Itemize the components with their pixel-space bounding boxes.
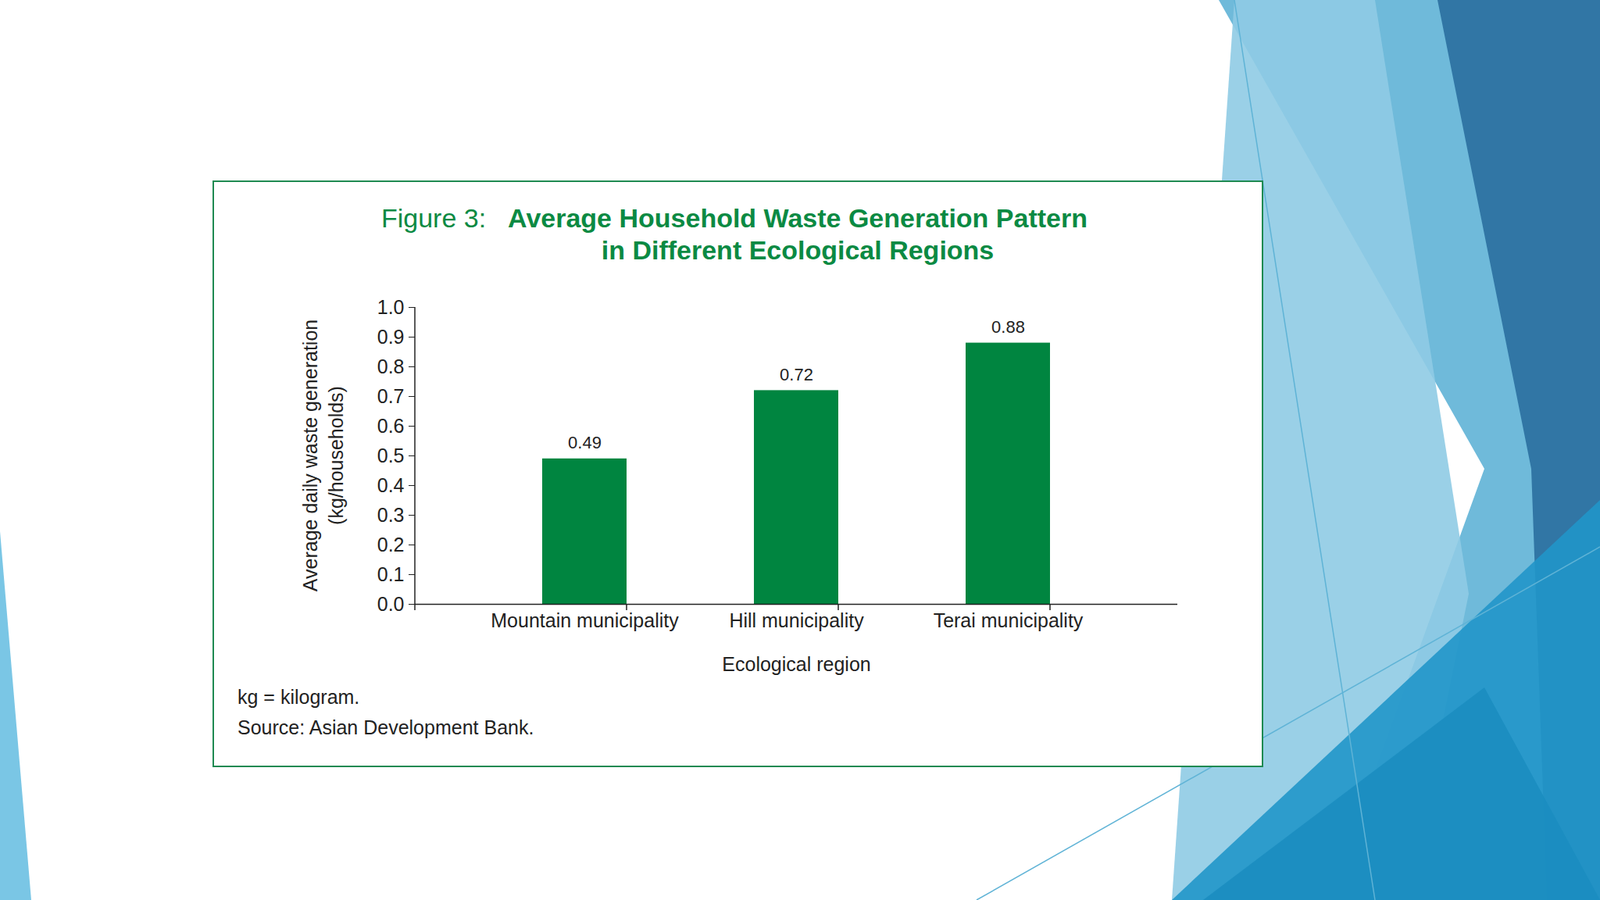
html-text:Source: Asian Development Bank: Source: Asian Development Bank. — [237, 716, 534, 739]
svg-text:0.1: 0.1 — [377, 563, 405, 586]
svg-text:0.0: 0.0 — [377, 592, 405, 615]
svg-text:Average daily waste generation: Average daily waste generation(kg/househ… — [299, 319, 347, 592]
svg-text:Hill municipality: Hill municipality — [728, 609, 865, 632]
svg-text:0.49: 0.49 — [567, 432, 602, 453]
svg-text:0.72: 0.72 — [779, 364, 814, 385]
svg-text:0.7: 0.7 — [377, 385, 405, 408]
svg-text:Terai municipality: Terai municipality — [933, 609, 1084, 632]
svg-text:0.2: 0.2 — [377, 533, 405, 556]
svg-text:0.88: 0.88 — [991, 317, 1025, 337]
svg-text:0.9: 0.9 — [377, 325, 405, 348]
svg-text:0.8: 0.8 — [377, 355, 405, 378]
svg-text:0.4: 0.4 — [377, 474, 405, 497]
svg-text:1.0: 1.0 — [377, 296, 405, 318]
svg-text:0.5: 0.5 — [377, 444, 405, 467]
html-text:kg = kilogram.: kg = kilogram. — [237, 685, 360, 708]
svg-text:0.3: 0.3 — [377, 503, 405, 526]
svg-text:0.6: 0.6 — [377, 414, 405, 437]
svg-text:Mountain municipality: Mountain municipality — [490, 609, 679, 632]
html-text:Figure 3: Average Household Wa: Figure 3: Average Household Waste Genera… — [381, 203, 1088, 265]
svg-text:Ecological region: Ecological region — [721, 653, 871, 675]
